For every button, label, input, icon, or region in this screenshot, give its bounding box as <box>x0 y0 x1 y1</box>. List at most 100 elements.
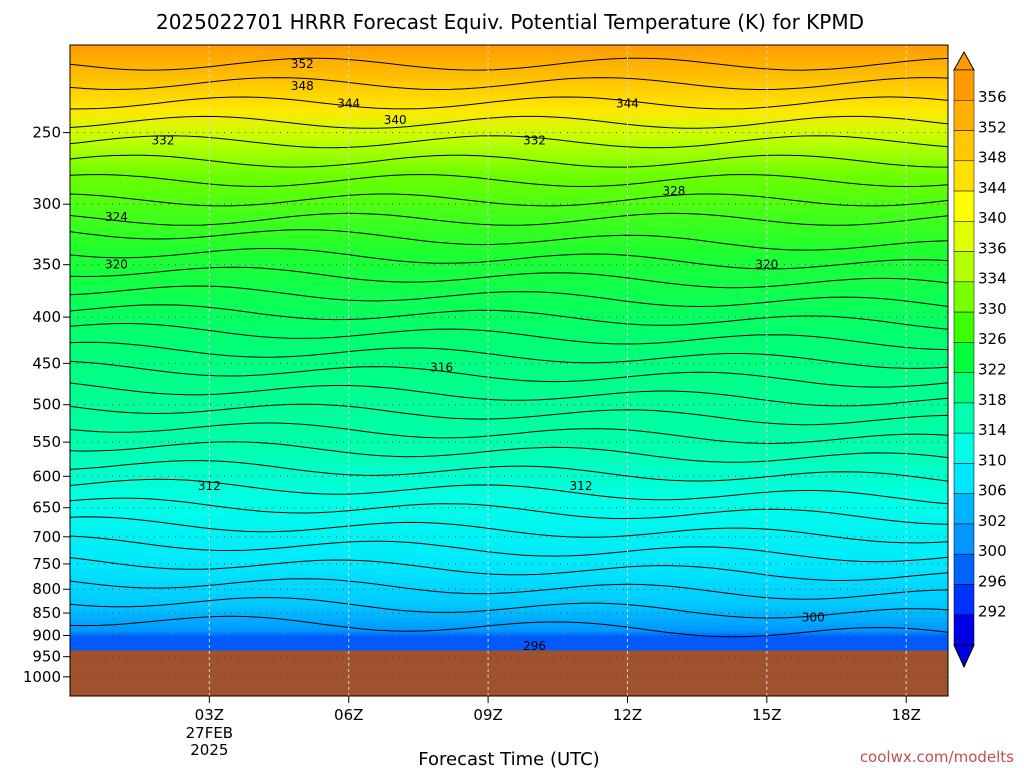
contour-label: 332 <box>151 133 174 147</box>
colorbar-swatch <box>953 402 975 434</box>
colorbar-tick-label: 348 <box>978 149 1007 167</box>
colorbar-tick-label: 334 <box>978 270 1007 288</box>
colorbar-swatch <box>953 130 975 162</box>
colorbar-swatch <box>953 523 975 555</box>
contour-line <box>70 193 948 207</box>
colorbar-swatch <box>953 432 975 464</box>
colorbar-swatch <box>953 69 975 101</box>
colorbar-swatch <box>953 160 975 192</box>
y-tick-label: 300 <box>32 195 61 213</box>
colorbar-extend-top <box>953 50 975 71</box>
contour-label: 316 <box>430 361 453 375</box>
y-tick-label: 400 <box>32 308 61 326</box>
contour-line <box>70 154 948 168</box>
chart-title: 2025022701 HRRR Forecast Equiv. Potentia… <box>156 10 864 34</box>
colorbar-tick-label: 318 <box>978 391 1007 409</box>
colorbar-extend-bottom <box>953 644 975 669</box>
contour-label: 352 <box>291 57 314 71</box>
plot-frame <box>69 44 949 697</box>
y-tick-label: 750 <box>32 555 61 573</box>
colorbar-tick-label: 306 <box>978 482 1007 500</box>
contour-line <box>70 212 948 226</box>
colorbar-swatch <box>953 311 975 343</box>
contour-line <box>70 597 948 619</box>
contour-line <box>70 285 948 308</box>
x-axis-label: Forecast Time (UTC) <box>418 749 599 768</box>
x-tick-date-label: 27FEB <box>186 724 233 742</box>
colorbar-tick-label: 340 <box>978 209 1007 227</box>
contour-line <box>70 341 948 369</box>
y-tick-label: 700 <box>32 528 61 546</box>
colorbar-tick-label: 352 <box>978 118 1007 136</box>
contour-label: 344 <box>337 96 360 110</box>
contour-line <box>70 304 948 330</box>
colorbar-swatch <box>953 190 975 222</box>
contour-labels: 352 348 344 344 340 332 332 328 324 320 320 316 312 3… <box>105 57 825 653</box>
y-tick-label: 900 <box>32 626 61 644</box>
contour-line <box>70 441 948 463</box>
x-tick-label: 18Z <box>892 706 921 724</box>
contour-line <box>70 248 948 270</box>
y-tick-label: 950 <box>32 648 61 666</box>
colorbar-tick-label: 292 <box>978 603 1007 621</box>
colorbar-swatch <box>953 493 975 525</box>
colorbar-swatch <box>953 372 975 404</box>
x-tick-label: 06Z <box>334 706 363 724</box>
y-tick-label: 500 <box>32 396 61 414</box>
contour-line <box>70 615 948 638</box>
contour-label: 300 <box>802 611 825 625</box>
x-tick-date-label: 2025 <box>190 741 228 759</box>
colorbar-swatch <box>953 553 975 585</box>
contour-label: 332 <box>523 133 546 147</box>
contour-line <box>70 422 948 445</box>
y-tick-label: 350 <box>32 256 61 274</box>
y-tick-label: 250 <box>32 124 61 142</box>
colorbar: 356 352 348 344 340 336 334 330 326 322 318 314 310 3… <box>953 50 1007 669</box>
contour-line <box>70 497 948 525</box>
colorbar-tick-label: 344 <box>978 179 1007 197</box>
y-tick-label: 650 <box>32 499 61 517</box>
grid-lines <box>70 45 948 696</box>
y-axis: 250 300 350 400 450 500 550 600 650 700 750 800 850 9… <box>23 124 70 686</box>
contour-label: 344 <box>616 96 639 110</box>
contour-label: 348 <box>291 79 314 93</box>
contour-label: 320 <box>755 258 778 272</box>
colorbar-swatch <box>953 614 975 646</box>
colorbar-swatch <box>953 463 975 494</box>
contour-line <box>70 535 948 563</box>
contour-line <box>70 460 948 482</box>
contour-line <box>70 557 948 582</box>
contour-label: 296 <box>523 639 546 653</box>
colorbar-tick-label: 314 <box>978 421 1007 439</box>
contour-line <box>70 229 948 251</box>
y-tick-label: 550 <box>32 433 61 451</box>
y-tick-label: 1000 <box>23 668 61 686</box>
contour-line <box>70 382 948 407</box>
terrain <box>70 650 948 696</box>
contour-lines <box>70 57 948 638</box>
theta-e-field <box>70 45 948 696</box>
contour-line <box>70 77 948 91</box>
colorbar-tick-label: 330 <box>978 300 1007 318</box>
x-tick-label: 09Z <box>473 706 502 724</box>
colorbar-tick-label: 336 <box>978 239 1007 257</box>
credit-text: coolwx.com/modelts <box>860 748 1014 766</box>
contour-line <box>70 322 948 351</box>
contour-label: 312 <box>570 479 593 493</box>
colorbar-tick-label: 302 <box>978 512 1007 530</box>
colorbar-tick-label: 296 <box>978 572 1007 590</box>
contour-line <box>70 135 948 149</box>
contour-line <box>70 115 948 129</box>
contour-label: 312 <box>198 479 221 493</box>
colorbar-tick-label: 326 <box>978 330 1007 348</box>
colorbar-swatch <box>953 342 975 373</box>
contour-line <box>70 578 948 600</box>
contour-line <box>70 403 948 426</box>
y-tick-label: 850 <box>32 604 61 622</box>
contour-line <box>70 57 948 71</box>
colorbar-swatch <box>953 251 975 283</box>
contour-label: 324 <box>105 210 128 224</box>
